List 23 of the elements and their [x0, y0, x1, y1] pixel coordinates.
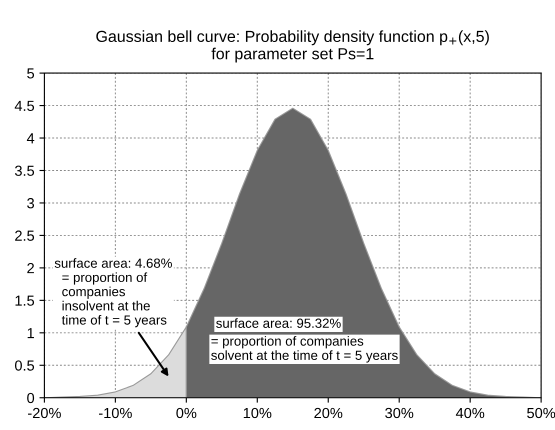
y-tick-label: 0.5 — [14, 360, 34, 371]
x-tick-label: 30% — [385, 408, 414, 418]
y-tick-label: 0 — [27, 392, 34, 404]
y-tick-label: 2.5 — [15, 230, 34, 241]
annotation: = proportion of companies solvent at the time of t = 5 years — [211, 336, 398, 363]
annotation: surface area: 4.68% = proportion of companies insolvent at the time of t = 5 years — [54, 258, 172, 328]
x-tick-label: 0% — [176, 408, 196, 418]
y-tick-label: 5 — [27, 68, 34, 79]
x-tick-label: 50% — [527, 408, 555, 418]
annotation: surface area: 95.32% — [216, 318, 341, 328]
x-tick-label: 20% — [314, 408, 342, 418]
y-tick-label: 2 — [27, 262, 34, 274]
y-tick-label: 1.5 — [16, 296, 34, 306]
chart-title: Gaussian bell curve: Probability density function p$_{+}$(x,5) for parameter set Ps=1 — [96, 30, 489, 63]
y-tick-label: 3 — [27, 198, 34, 208]
x-tick-label: 40% — [456, 408, 484, 418]
y-tick-label: 1 — [28, 328, 34, 338]
x-tick-label: -10% — [98, 408, 132, 418]
y-tick-label: 4.5 — [14, 100, 34, 111]
y-tick-label: 4 — [26, 133, 34, 144]
y-tick-label: 3.5 — [14, 166, 34, 176]
x-tick-label: -20% — [28, 408, 61, 418]
x-tick-label: 10% — [244, 408, 272, 418]
